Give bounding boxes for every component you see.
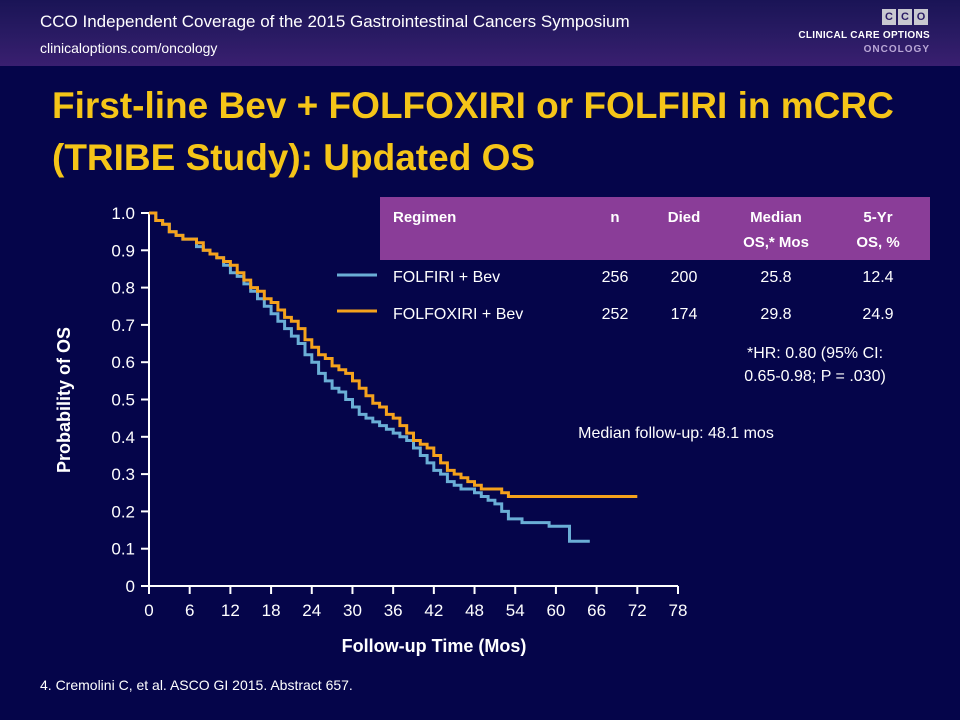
logo-letter-box: C (898, 9, 912, 25)
cco-logo: C C O CLINICAL CARE OPTIONS ONCOLOGY (790, 9, 930, 59)
x-tick-label: 78 (669, 601, 688, 620)
y-tick-label: 0.2 (111, 502, 135, 521)
y-tick-label: 0.9 (111, 241, 135, 260)
row-regimen: FOLFOXIRI + Bev (393, 306, 523, 323)
row-n: 252 (602, 306, 629, 323)
y-tick-label: 0.8 (111, 279, 135, 298)
y-tick-label: 0.4 (111, 428, 135, 447)
header-title: CCO Independent Coverage of the 2015 Gas… (40, 12, 630, 31)
x-tick-label: 6 (185, 601, 194, 620)
col-header-died: Died (668, 209, 701, 226)
x-tick-label: 12 (221, 601, 240, 620)
header-band (0, 0, 960, 66)
row-5yr-os: 24.9 (862, 306, 893, 323)
y-tick-label: 0.7 (111, 316, 135, 335)
col-header-median-os-line2: OS,* Mos (743, 234, 809, 251)
row-died: 174 (671, 306, 698, 323)
y-tick-label: 0.3 (111, 465, 135, 484)
logo-letter-box: C (882, 9, 896, 25)
curve-folfiri-bev (149, 211, 590, 543)
row-median-os: 29.8 (760, 306, 791, 323)
x-tick-label: 0 (144, 601, 153, 620)
table-header-bg (380, 197, 930, 260)
median-followup-text: Median follow-up: 48.1 mos (578, 425, 774, 442)
col-header-n: n (610, 209, 619, 226)
x-tick-label: 24 (302, 601, 321, 620)
col-header-5yr-os-line2: OS, % (856, 234, 899, 251)
x-tick-label: 66 (587, 601, 606, 620)
row-median-os: 25.8 (760, 269, 791, 286)
row-regimen: FOLFIRI + Bev (393, 269, 500, 286)
y-tick-label: 0 (126, 577, 135, 596)
y-tick-label: 0.5 (111, 391, 135, 410)
hr-note-line2: 0.65-0.98; P = .030) (744, 368, 886, 385)
x-axis-label: Follow-up Time (Mos) (342, 636, 527, 656)
row-died: 200 (671, 269, 698, 286)
x-tick-label: 36 (384, 601, 403, 620)
col-header-median-os-line1: Median (750, 209, 802, 226)
col-header-regimen: Regimen (393, 209, 456, 226)
x-tick-label: 48 (465, 601, 484, 620)
header-url[interactable]: clinicaloptions.com/oncology (40, 40, 218, 56)
logo-letter-box: O (914, 9, 928, 25)
x-tick-label: 42 (424, 601, 443, 620)
x-tick-label: 54 (506, 601, 525, 620)
y-tick-label: 0.6 (111, 353, 135, 372)
y-axis-label: Probability of OS (54, 327, 74, 473)
y-tick-label: 1.0 (111, 204, 135, 223)
x-tick-label: 72 (628, 601, 647, 620)
logo-line1: CLINICAL CARE OPTIONS (798, 30, 930, 41)
col-header-5yr-os-line1: 5-Yr (863, 209, 892, 226)
x-tick-label: 30 (343, 601, 362, 620)
row-n: 256 (602, 269, 629, 286)
y-tick-label: 0.1 (111, 540, 135, 559)
hr-note-line1: *HR: 0.80 (95% CI: (747, 345, 883, 362)
x-tick-label: 60 (546, 601, 565, 620)
footnote: 4. Cremolini C, et al. ASCO GI 2015. Abs… (40, 677, 353, 693)
logo-line2: ONCOLOGY (863, 44, 930, 55)
row-5yr-os: 12.4 (862, 269, 893, 286)
slide-title: First-line Bev + FOLFOXIRI or FOLFIRI in… (52, 85, 894, 178)
x-tick-label: 18 (262, 601, 281, 620)
curve-folfoxiri-bev (149, 211, 638, 498)
